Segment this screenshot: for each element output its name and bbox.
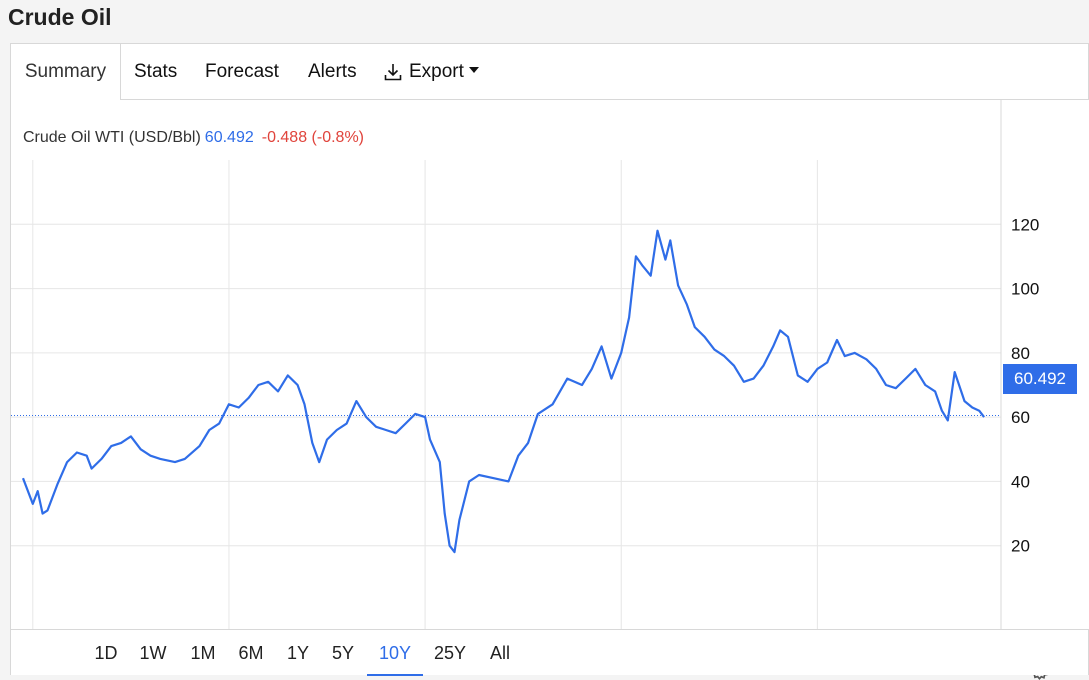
y-tick-label: 20 — [1011, 537, 1030, 556]
tab-summary[interactable]: Summary — [11, 44, 121, 101]
range-selector: 1D 1W 1M 6M 1Y 5Y 10Y 25Y All — [11, 629, 1088, 676]
chart-area: 2040608010012020162018202020222024 Crude… — [11, 100, 1089, 680]
range-1w[interactable]: 1W — [139, 643, 167, 663]
range-6m[interactable]: 6M — [238, 643, 264, 663]
legend-series-name: Crude Oil WTI (USD/Bbl) — [23, 129, 201, 146]
download-icon — [384, 63, 402, 81]
tab-forecast-label: Forecast — [205, 61, 279, 82]
legend-change: -0.488 (-0.8%) — [261, 129, 364, 146]
tab-summary-label: Summary — [24, 61, 107, 82]
tab-export[interactable]: Export — [383, 44, 479, 100]
series-line — [21, 229, 985, 554]
range-1m[interactable]: 1M — [190, 643, 216, 663]
tab-bar: Summary Stats Forecast Alerts Export — [11, 44, 1088, 101]
chart-legend: Crude Oil WTI (USD/Bbl) 60.492 -0.488 (-0.… — [23, 129, 364, 147]
price-chart: 2040608010012020162018202020222024 — [11, 100, 1039, 629]
range-25y[interactable]: 25Y — [433, 643, 467, 663]
y-tick-label: 80 — [1011, 344, 1030, 363]
tab-alerts[interactable]: Alerts — [308, 44, 357, 100]
tab-forecast[interactable]: Forecast — [205, 44, 279, 100]
chart-panel: Summary Stats Forecast Alerts Export 20 4… — [10, 43, 1089, 680]
tab-alerts-label: Alerts — [308, 61, 357, 82]
tab-export-label: Export — [409, 61, 464, 82]
range-all[interactable]: All — [489, 643, 510, 663]
legend-last-value: 60.492 — [204, 129, 254, 146]
current-price-tag: 60.492 — [1003, 364, 1077, 394]
page-title: Crude Oil — [8, 4, 112, 30]
range-1y[interactable]: 1Y — [286, 643, 310, 663]
range-1d[interactable]: 1D — [94, 643, 118, 663]
y-tick-label: 60 — [1011, 408, 1030, 427]
y-tick-label: 100 — [1011, 280, 1039, 299]
chevron-down-icon — [468, 66, 479, 73]
y-tick-label: 120 — [1011, 215, 1039, 234]
y-tick-label: 40 — [1011, 472, 1030, 491]
tab-stats[interactable]: Stats — [134, 44, 177, 100]
tab-stats-label: Stats — [134, 61, 178, 82]
range-5y[interactable]: 5Y — [331, 643, 355, 663]
range-10y[interactable]: 10Y — [367, 643, 423, 676]
